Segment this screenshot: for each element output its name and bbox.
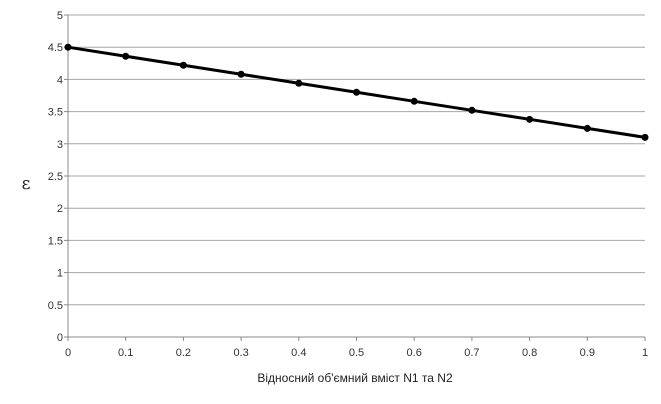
data-point [64, 43, 72, 51]
axes [64, 14, 646, 341]
data-point [468, 106, 476, 114]
gridlines [68, 14, 645, 306]
y-tick-label: 5 [57, 10, 63, 22]
x-tick-label: 0 [65, 347, 71, 359]
data-point [583, 124, 591, 132]
data-point [410, 97, 418, 105]
data-point [295, 79, 303, 87]
x-tick-label: 0.3 [233, 347, 248, 359]
x-tick-label: 0.2 [176, 347, 191, 359]
x-tick-label: 0.8 [522, 347, 537, 359]
data-point [237, 70, 245, 78]
x-tick-labels: 0 0.1 0.2 0.3 0.4 0.5 0.6 0.7 0.8 0.9 1 [65, 347, 648, 359]
x-tick-label: 0.1 [118, 347, 133, 359]
y-tick-label: 4.5 [48, 42, 63, 54]
y-axis-title: ε [22, 174, 31, 194]
x-tick-label: 0.4 [291, 347, 306, 359]
x-tick-label: 0.6 [407, 347, 422, 359]
y-tick-label: 3 [57, 139, 63, 151]
series-layer [64, 43, 649, 141]
data-point [353, 88, 360, 96]
y-tick-label: 1 [57, 268, 63, 280]
x-axis-title: Відносний об'ємний вміст N1 та N2 [257, 371, 453, 385]
y-tick-labels: 0 0.5 1 1.5 2 2.5 3 3.5 4 4.5 5 [48, 10, 63, 344]
data-point [122, 52, 130, 60]
data-point [526, 115, 534, 123]
y-tick-label: 0 [57, 332, 63, 344]
y-tick-label: 0.5 [48, 300, 63, 312]
y-tick-label: 2.5 [48, 171, 63, 183]
y-tick-label: 2 [57, 203, 63, 215]
x-tick-label: 0.7 [464, 347, 479, 359]
x-tick-label: 0.5 [349, 347, 364, 359]
data-point [641, 133, 649, 141]
y-tick-label: 1.5 [48, 235, 63, 247]
data-point [179, 61, 187, 69]
x-tick-label: 1 [642, 347, 648, 359]
y-tick-label: 3.5 [48, 107, 63, 119]
x-tick-label: 0.9 [580, 347, 595, 359]
y-tick-label: 4 [57, 74, 63, 86]
